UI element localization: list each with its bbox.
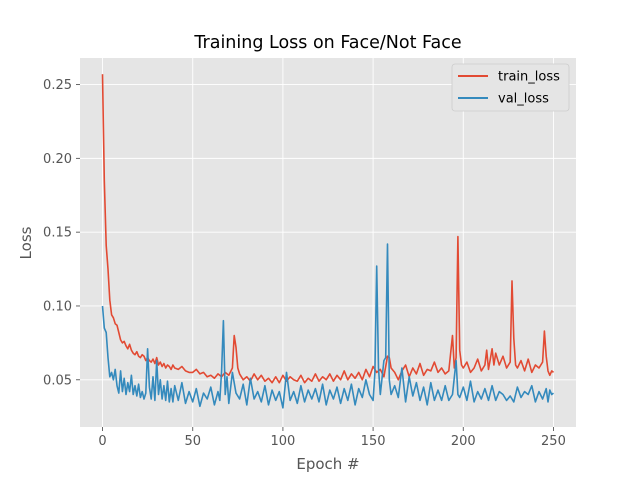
- legend: train_loss val_loss: [451, 63, 570, 112]
- series-lines: [101, 74, 555, 409]
- y-axis-label: Loss: [17, 226, 35, 259]
- x-tick-label: 100: [270, 434, 295, 449]
- legend-label-train-loss: train_loss: [498, 70, 560, 85]
- x-tick-label: 0: [98, 434, 106, 449]
- x-tick-label: 200: [451, 434, 476, 449]
- x-axis-ticks: 0 50 100 150 200 250: [98, 427, 566, 449]
- y-tick-label: 0.15: [43, 226, 72, 241]
- plot-background: [80, 58, 576, 427]
- x-tick-label: 150: [361, 434, 386, 449]
- y-tick-label: 0.05: [43, 373, 72, 388]
- x-tick-label: 250: [541, 434, 566, 449]
- grid-lines: [80, 58, 576, 427]
- val-loss-line: [101, 243, 554, 409]
- y-tick-label: 0.20: [43, 152, 72, 167]
- x-tick-label: 50: [184, 434, 201, 449]
- y-tick-label: 0.25: [43, 78, 72, 93]
- legend-label-val-loss: val_loss: [498, 92, 549, 107]
- train-loss-line: [101, 74, 555, 384]
- y-axis-ticks: 0.05 0.10 0.15 0.20 0.25: [43, 78, 80, 388]
- chart-title: Training Loss on Face/Not Face: [193, 33, 461, 53]
- y-tick-label: 0.10: [43, 299, 72, 314]
- x-axis-label: Epoch #: [296, 455, 359, 473]
